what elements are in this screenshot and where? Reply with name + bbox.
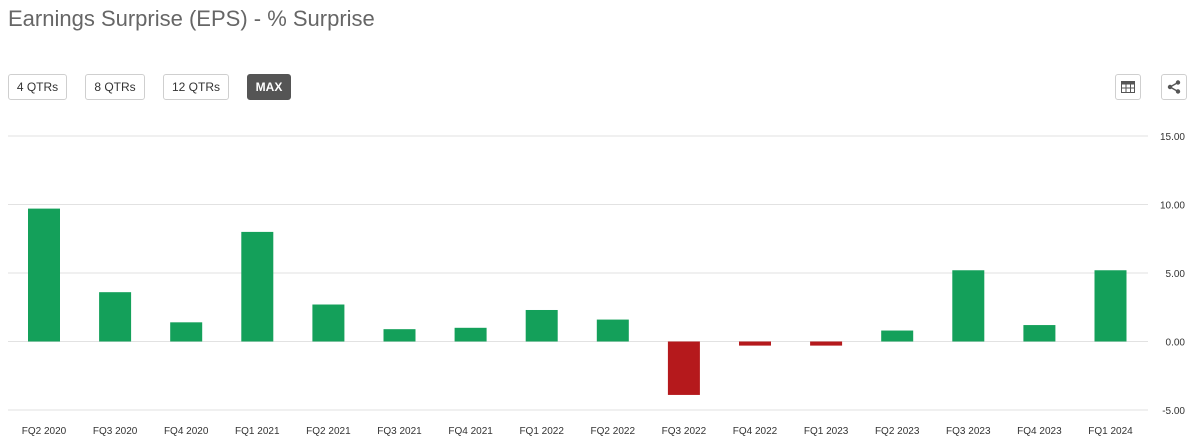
bar[interactable]: [28, 208, 60, 342]
x-tick-label: FQ1 2024: [1088, 426, 1133, 437]
x-tick-label: FQ2 2020: [22, 426, 67, 437]
range-max-button[interactable]: MAX: [247, 74, 291, 100]
range-12-qtrs-button[interactable]: 12 QTRs: [163, 74, 229, 100]
bar[interactable]: [241, 231, 274, 342]
bar[interactable]: [810, 341, 843, 346]
range-8-qtrs-button[interactable]: 8 QTRs: [85, 74, 145, 100]
x-tick-label: FQ4 2021: [448, 426, 493, 437]
bar[interactable]: [99, 292, 132, 342]
bar[interactable]: [1023, 325, 1056, 342]
bar[interactable]: [881, 330, 914, 342]
x-tick-label: FQ3 2021: [377, 426, 422, 437]
bar[interactable]: [525, 309, 558, 342]
share-button[interactable]: [1161, 74, 1187, 100]
bar[interactable]: [170, 322, 203, 342]
y-axis-ticks: 15.00 10.00 5.00 0.00 -5.00: [1160, 132, 1185, 417]
x-tick-label: FQ2 2022: [591, 426, 636, 437]
x-tick-label: FQ2 2023: [875, 426, 920, 437]
x-tick-label: FQ4 2022: [733, 426, 778, 437]
bar[interactable]: [312, 304, 345, 342]
earnings-surprise-chart: 15.00 10.00 5.00 0.00 -5.00 FQ2 2020 FQ3 2020…: [8, 132, 1185, 437]
x-tick-label: FQ3 2022: [662, 426, 707, 437]
x-tick-label: FQ3 2023: [946, 426, 991, 437]
bar[interactable]: [1094, 270, 1127, 342]
bar[interactable]: [739, 341, 771, 346]
range-4-qtrs-button[interactable]: 4 QTRs: [8, 74, 67, 100]
x-tick-label: FQ1 2023: [804, 426, 849, 437]
x-tick-label: FQ1 2022: [519, 426, 564, 437]
x-tick-label: FQ2 2021: [306, 426, 351, 437]
share-icon: [1167, 80, 1181, 94]
bar[interactable]: [667, 341, 700, 395]
y-tick-label: 5.00: [1166, 269, 1186, 280]
y-tick-label: -5.00: [1162, 406, 1185, 417]
bar[interactable]: [596, 319, 629, 342]
y-tick-label: 10.00: [1160, 201, 1185, 212]
page-title: Earnings Surprise (EPS) - % Surprise: [8, 6, 375, 31]
x-tick-label: FQ4 2020: [164, 426, 209, 437]
table-view-button[interactable]: [1115, 74, 1141, 100]
x-tick-label: FQ3 2020: [93, 426, 138, 437]
x-axis-ticks: FQ2 2020 FQ3 2020 FQ4 2020 FQ1 2021 FQ2 2021…: [22, 426, 1133, 437]
bar[interactable]: [454, 327, 487, 342]
y-tick-label: 0.00: [1166, 338, 1186, 349]
x-tick-label: FQ4 2023: [1017, 426, 1062, 437]
bar[interactable]: [383, 329, 416, 342]
x-tick-label: FQ1 2021: [235, 426, 280, 437]
table-icon: [1121, 81, 1135, 93]
bar[interactable]: [952, 270, 985, 342]
y-tick-label: 15.00: [1160, 132, 1185, 143]
bars: [28, 208, 1127, 395]
